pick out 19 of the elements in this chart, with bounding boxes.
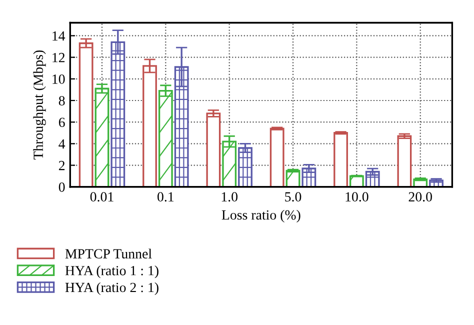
x-tick-label: 5.0 [285, 192, 302, 202]
y-tick-label: 6 [58, 118, 65, 128]
legend-label: HYA (ratio 2 : 1) [65, 282, 158, 295]
legend-label: MPTCP Tunnel [65, 248, 152, 258]
y-tick-label: 10 [52, 74, 65, 84]
x-tick-label: 0.1 [158, 192, 174, 202]
y-tick-label: 12 [52, 52, 65, 62]
y-axis-title: Throughput (Mbps) [33, 50, 46, 160]
y-tick-label: 8 [58, 96, 65, 106]
y-tick-label: 4 [58, 139, 66, 149]
x-tick-label: 1.0 [222, 192, 238, 202]
x-tick-label: 0.01 [90, 192, 114, 202]
y-tick-label: 2 [58, 160, 65, 170]
y-tick-label: 14 [52, 31, 66, 41]
legend-label: HYA (ratio 1 : 1) [65, 266, 158, 278]
x-tick-label: 10.0 [346, 192, 368, 202]
y-tick-label: 0 [58, 182, 65, 192]
x-tick-label: 20.0 [408, 192, 432, 202]
x-axis-title: Loss ratio (%) [222, 210, 300, 222]
